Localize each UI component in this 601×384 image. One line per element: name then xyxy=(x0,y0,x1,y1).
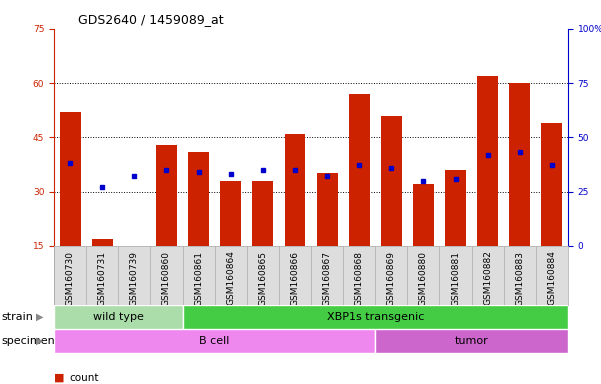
Text: GSM160868: GSM160868 xyxy=(355,250,364,306)
Bar xyxy=(317,174,338,246)
Bar xyxy=(54,305,183,329)
Text: strain: strain xyxy=(2,312,34,322)
Text: GSM160882: GSM160882 xyxy=(483,250,492,305)
Text: GSM160881: GSM160881 xyxy=(451,250,460,306)
Text: ■: ■ xyxy=(54,373,64,383)
Bar xyxy=(284,134,305,246)
Text: ▶: ▶ xyxy=(36,336,43,346)
Bar xyxy=(59,112,81,246)
Text: B cell: B cell xyxy=(200,336,230,346)
Bar xyxy=(221,181,241,246)
Text: GSM160884: GSM160884 xyxy=(548,250,557,305)
Bar xyxy=(477,76,498,246)
Bar xyxy=(413,184,434,246)
Bar xyxy=(188,152,209,246)
Text: GSM160730: GSM160730 xyxy=(66,250,75,306)
Bar xyxy=(509,83,530,246)
Text: GSM160864: GSM160864 xyxy=(226,250,235,305)
Text: GSM160860: GSM160860 xyxy=(162,250,171,306)
Text: GSM160880: GSM160880 xyxy=(419,250,428,306)
Bar xyxy=(92,238,113,246)
Text: wild type: wild type xyxy=(93,312,144,322)
Text: tumor: tumor xyxy=(455,336,489,346)
Text: ▶: ▶ xyxy=(36,312,43,322)
Text: GSM160731: GSM160731 xyxy=(98,250,107,306)
Bar xyxy=(375,329,568,353)
Text: GSM160865: GSM160865 xyxy=(258,250,267,306)
Text: GSM160861: GSM160861 xyxy=(194,250,203,306)
Bar xyxy=(381,116,401,246)
Bar xyxy=(252,181,273,246)
Text: specimen: specimen xyxy=(2,336,55,346)
Text: count: count xyxy=(69,373,99,383)
Bar xyxy=(542,123,563,246)
Text: GSM160883: GSM160883 xyxy=(515,250,524,306)
Text: GDS2640 / 1459089_at: GDS2640 / 1459089_at xyxy=(78,13,224,26)
Text: GSM160869: GSM160869 xyxy=(387,250,396,306)
Text: GSM160739: GSM160739 xyxy=(130,250,139,306)
Bar xyxy=(54,329,375,353)
Bar xyxy=(349,94,370,246)
Bar xyxy=(445,170,466,246)
Bar xyxy=(156,144,177,246)
Text: GSM160866: GSM160866 xyxy=(290,250,299,306)
Bar xyxy=(183,305,568,329)
Text: GSM160867: GSM160867 xyxy=(323,250,332,306)
Text: XBP1s transgenic: XBP1s transgenic xyxy=(326,312,424,322)
